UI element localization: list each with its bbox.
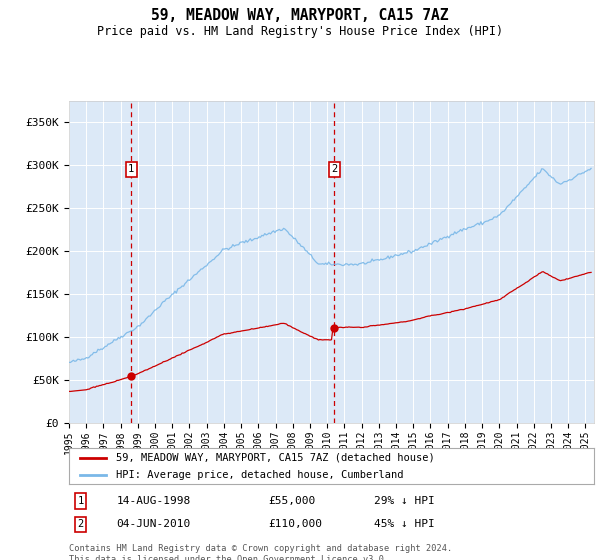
Text: HPI: Average price, detached house, Cumberland: HPI: Average price, detached house, Cumb… — [116, 470, 404, 479]
Text: 14-AUG-1998: 14-AUG-1998 — [116, 496, 191, 506]
Text: Price paid vs. HM Land Registry's House Price Index (HPI): Price paid vs. HM Land Registry's House … — [97, 25, 503, 38]
Text: 59, MEADOW WAY, MARYPORT, CA15 7AZ: 59, MEADOW WAY, MARYPORT, CA15 7AZ — [151, 8, 449, 24]
Text: Contains HM Land Registry data © Crown copyright and database right 2024.
This d: Contains HM Land Registry data © Crown c… — [69, 544, 452, 560]
Text: 1: 1 — [77, 496, 83, 506]
Text: 29% ↓ HPI: 29% ↓ HPI — [373, 496, 434, 506]
Text: £110,000: £110,000 — [269, 519, 323, 529]
Text: £55,000: £55,000 — [269, 496, 316, 506]
Text: 1: 1 — [128, 165, 134, 175]
Text: 2: 2 — [331, 165, 338, 175]
Text: 45% ↓ HPI: 45% ↓ HPI — [373, 519, 434, 529]
Text: 59, MEADOW WAY, MARYPORT, CA15 7AZ (detached house): 59, MEADOW WAY, MARYPORT, CA15 7AZ (deta… — [116, 453, 435, 463]
Text: 04-JUN-2010: 04-JUN-2010 — [116, 519, 191, 529]
Text: 2: 2 — [77, 519, 83, 529]
